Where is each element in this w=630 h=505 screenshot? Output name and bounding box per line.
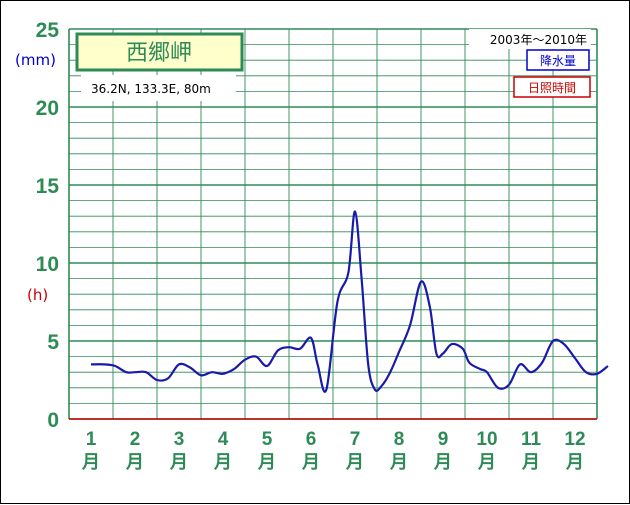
x-tick-suffix: 月	[125, 452, 144, 473]
x-tick-label: 12	[564, 429, 585, 450]
y-tick-labels: 0 5 10 15 20 25	[36, 19, 60, 432]
x-tick-label: 4	[218, 429, 229, 450]
x-tick-label: 6	[306, 429, 317, 450]
x-tick-label: 7	[350, 429, 361, 450]
y-tick-label: 5	[47, 331, 59, 354]
x-tick-suffix: 月	[301, 452, 320, 473]
x-tick-label: 10	[476, 429, 497, 450]
x-tick-suffix: 月	[81, 452, 100, 473]
x-tick-suffix: 月	[213, 452, 232, 473]
legend-sunshine-label: 日照時間	[528, 81, 576, 95]
x-tick-label: 2	[130, 429, 141, 450]
x-tick-suffix: 月	[257, 452, 276, 473]
legend-sunshine: 日照時間	[513, 76, 591, 98]
y-tick-label: 20	[36, 97, 59, 120]
x-tick-suffix: 月	[521, 452, 540, 473]
x-tick-suffix: 月	[433, 452, 452, 473]
x-tick-label: 9	[438, 429, 449, 450]
y-tick-label: 10	[36, 253, 59, 276]
y-unit-primary: (mm)	[15, 51, 56, 69]
station-name: 西郷岬	[126, 41, 192, 66]
x-tick-label: 8	[394, 429, 405, 450]
grid-lines	[68, 28, 598, 420]
series-lines	[90, 210, 609, 393]
y-unit-secondary: (h)	[27, 286, 48, 304]
x-tick-label: 3	[174, 429, 185, 450]
series-line-precip	[90, 210, 609, 393]
legend-precip: 降水量	[526, 49, 590, 71]
x-tick-label: 11	[521, 429, 542, 450]
legend-precip-label: 降水量	[540, 54, 576, 68]
x-tick-label: 5	[262, 429, 273, 450]
x-tick-suffix: 月	[169, 452, 188, 473]
x-tick-suffix: 月	[477, 452, 496, 473]
y-tick-label: 25	[36, 19, 60, 42]
station-box: 西郷岬	[75, 32, 244, 72]
x-tick-suffix: 月	[345, 452, 364, 473]
y-tick-label: 0	[47, 409, 59, 432]
period-label: 2003年〜2010年	[490, 33, 587, 47]
x-tick-suffix: 月	[389, 452, 408, 473]
y-tick-label: 15	[36, 175, 60, 198]
station-coords: 36.2N, 133.3E, 80m	[91, 82, 211, 96]
x-tick-label: 1	[86, 429, 97, 450]
x-tick-suffix: 月	[565, 452, 584, 473]
